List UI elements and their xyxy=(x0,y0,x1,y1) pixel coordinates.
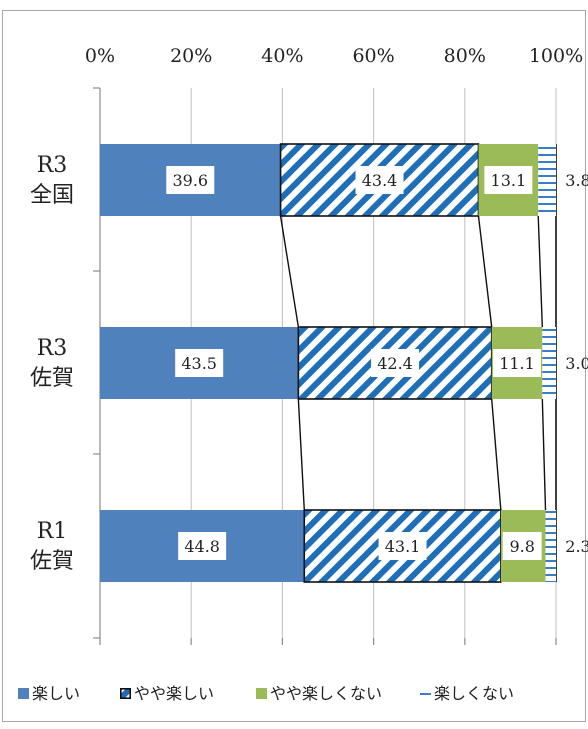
series-line xyxy=(477,215,493,328)
x-tick-label: 60% xyxy=(352,45,394,67)
series-line xyxy=(279,215,300,328)
legend-label: やや楽しい xyxy=(134,684,214,703)
data-label-box xyxy=(493,349,542,377)
legend-swatch xyxy=(18,688,29,699)
data-label-box xyxy=(378,532,427,560)
category-label: 佐賀 xyxy=(30,366,74,391)
data-label: 2.3 xyxy=(565,537,588,556)
series-line xyxy=(541,398,547,511)
data-label: 43.1 xyxy=(385,537,421,556)
data-label-box xyxy=(175,349,224,377)
data-label: 13.1 xyxy=(491,171,527,190)
x-tick-label: 100% xyxy=(529,45,583,67)
data-label: 42.4 xyxy=(377,354,413,373)
x-tick-label: 20% xyxy=(170,45,212,67)
bar-segment xyxy=(538,144,556,216)
data-label-box xyxy=(166,166,215,194)
data-label-box xyxy=(484,166,533,194)
data-label-box xyxy=(178,532,227,560)
data-label-box xyxy=(502,532,542,560)
data-label-box xyxy=(355,166,404,194)
category-label: 佐賀 xyxy=(30,549,74,574)
category-label: 全国 xyxy=(30,183,74,208)
category-label: R3 xyxy=(37,153,68,178)
data-label-box xyxy=(371,349,420,377)
category-label: R1 xyxy=(37,519,68,544)
data-label: 9.8 xyxy=(509,537,534,556)
bar-segment xyxy=(545,510,556,582)
x-tick-label: 0% xyxy=(85,45,115,67)
series-line xyxy=(537,215,544,328)
data-label: 3.0 xyxy=(565,354,588,373)
legend-swatch xyxy=(256,688,267,699)
legend-swatch xyxy=(420,688,431,699)
data-label: 43.5 xyxy=(181,354,217,373)
data-label: 44.8 xyxy=(184,537,220,556)
legend-label: 楽しくない xyxy=(434,684,514,703)
legend-swatch xyxy=(120,687,132,699)
data-label: 43.4 xyxy=(362,171,398,190)
series-line xyxy=(297,398,305,511)
x-tick-label: 80% xyxy=(444,45,486,67)
data-label: 3.8 xyxy=(565,171,588,190)
x-tick-label: 40% xyxy=(261,45,303,67)
bar-segment xyxy=(542,327,556,399)
category-label: R3 xyxy=(37,336,68,361)
legend-label: やや楽しくない xyxy=(270,684,382,703)
data-label: 39.6 xyxy=(172,171,208,190)
data-label: 11.1 xyxy=(499,354,535,373)
series-line xyxy=(491,398,502,511)
legend-label: 楽しい xyxy=(32,684,80,703)
